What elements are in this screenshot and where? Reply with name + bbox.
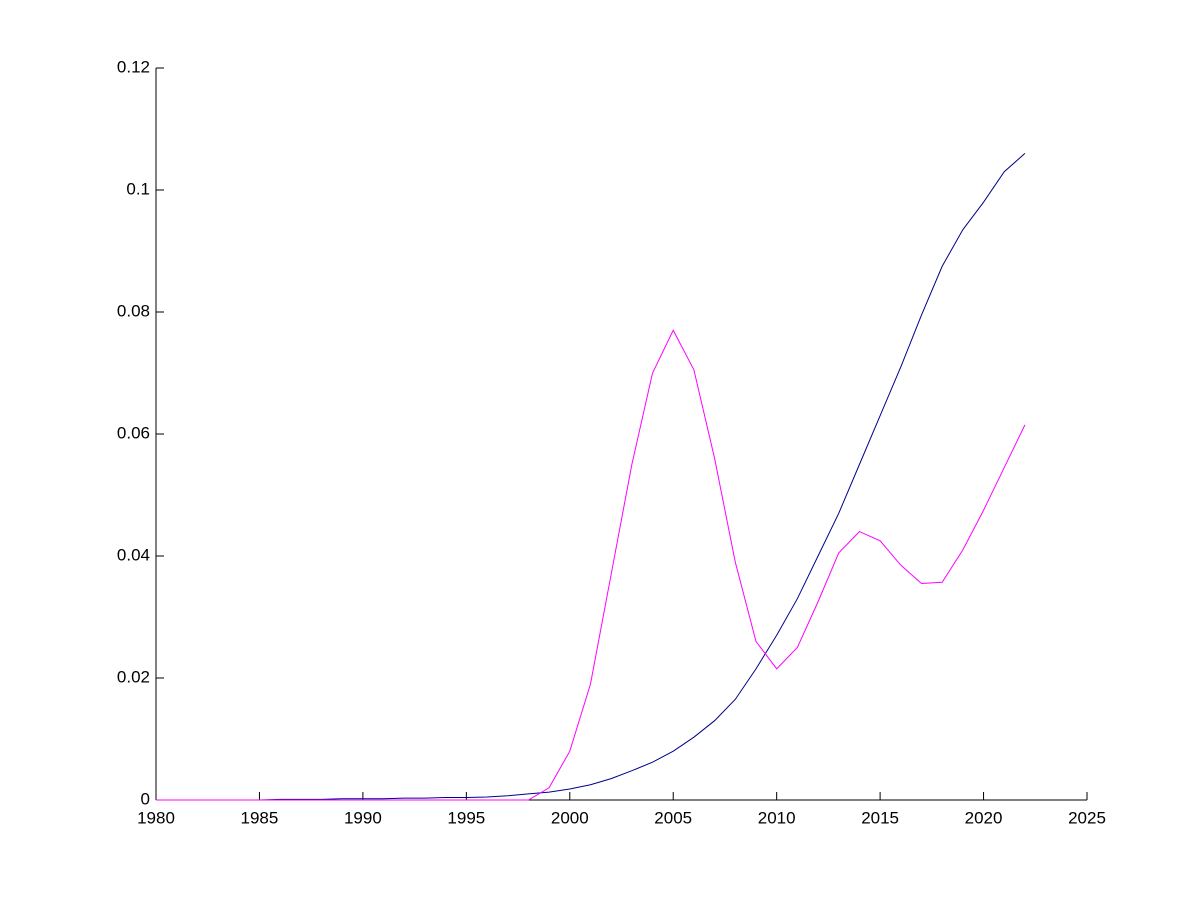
x-tick-label: 1985 <box>241 808 279 827</box>
x-tick-label: 1980 <box>137 808 175 827</box>
x-tick-label: 1995 <box>447 808 485 827</box>
y-tick-label: 0.06 <box>117 423 150 442</box>
x-tick-label: 2020 <box>965 808 1003 827</box>
y-tick-label: 0.12 <box>117 57 150 76</box>
x-tick-label: 2025 <box>1068 808 1106 827</box>
line <box>156 329 1026 801</box>
line <box>156 153 1026 801</box>
y-tick-label: 0 <box>141 789 150 808</box>
x-tick-label: 2015 <box>861 808 899 827</box>
y-tick-label: 0.04 <box>117 545 150 564</box>
x-tick-label: 2005 <box>654 808 692 827</box>
x-tick-label: 2010 <box>758 808 796 827</box>
y-tick-label: 0.08 <box>117 301 150 320</box>
x-tick-label: 1990 <box>344 808 382 827</box>
y-tick-label: 0.1 <box>126 179 150 198</box>
x-tick-label: 2000 <box>551 808 589 827</box>
y-tick-label: 0.02 <box>117 667 150 686</box>
